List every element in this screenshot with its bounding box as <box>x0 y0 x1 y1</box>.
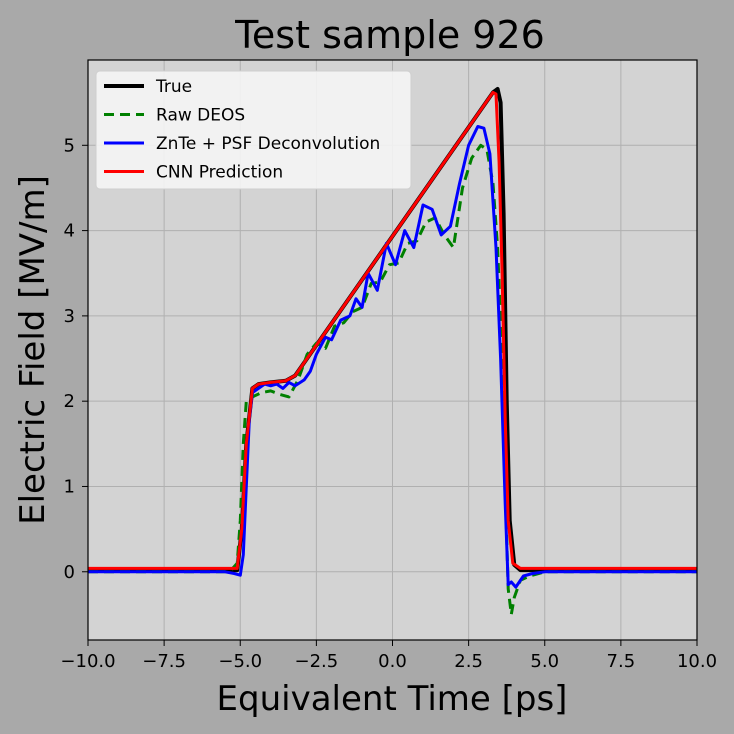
legend-box <box>95 70 412 190</box>
y-axis-label: Electric Field [MV/m] <box>13 175 53 525</box>
y-tick-label: 2 <box>64 391 75 412</box>
x-tick-label: 2.5 <box>454 651 483 672</box>
x-tick-label: 7.5 <box>607 651 636 672</box>
x-tick-label: −7.5 <box>142 651 186 672</box>
x-tick-label: 10.0 <box>677 651 717 672</box>
chart-title: Test sample 926 <box>234 13 545 57</box>
y-tick-label: 3 <box>64 306 75 327</box>
x-tick-label: −10.0 <box>60 651 115 672</box>
y-tick-label: 4 <box>64 221 75 242</box>
legend-label-raw-deos: Raw DEOS <box>156 106 245 126</box>
x-axis: −10.0 −7.5 −5.0 −2.5 0.0 2.5 5.0 7.5 10.0 <box>60 640 717 672</box>
y-axis: 0 1 2 3 4 5 <box>64 135 88 583</box>
y-tick-label: 5 <box>64 135 75 156</box>
legend-label-znte-psf-deconvolution: ZnTe + PSF Deconvolution <box>156 134 380 154</box>
series-layer <box>88 87 697 616</box>
x-tick-label: −5.0 <box>218 651 262 672</box>
y-tick-label: 0 <box>64 562 75 583</box>
legend-label-true: True <box>155 77 192 97</box>
y-tick-label: 1 <box>64 476 75 497</box>
series-line-cnn-prediction <box>88 90 697 570</box>
x-tick-label: 0.0 <box>378 651 407 672</box>
legend: True Raw DEOS ZnTe + PSF Deconvolution CNN … <box>95 70 412 190</box>
legend-label-cnn-prediction: CNN Prediction <box>156 163 283 183</box>
x-tick-label: 5.0 <box>530 651 559 672</box>
x-axis-label: Equivalent Time [ps] <box>217 679 568 719</box>
x-tick-label: −2.5 <box>295 651 339 672</box>
